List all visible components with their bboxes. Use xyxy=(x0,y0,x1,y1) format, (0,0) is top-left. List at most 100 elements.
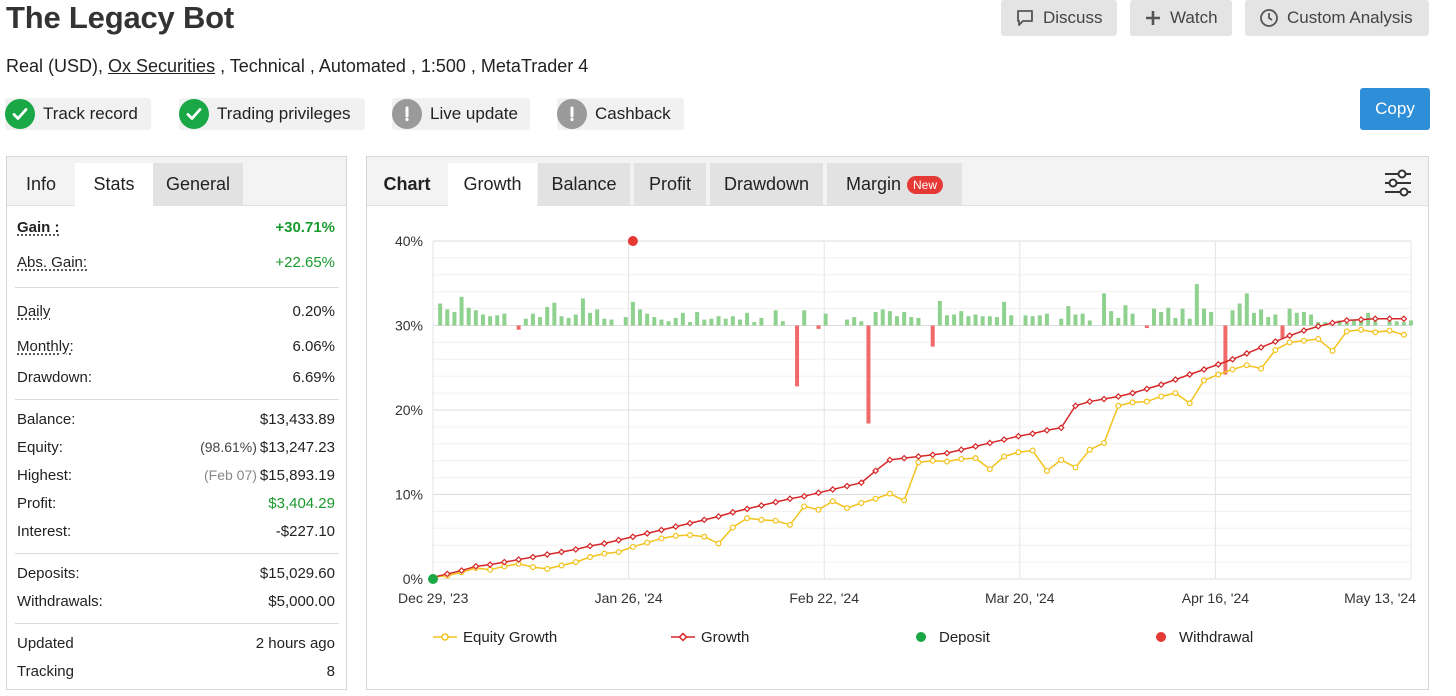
growth-point xyxy=(1100,395,1108,403)
stat-value: +30.71% xyxy=(275,218,335,236)
stat-label[interactable]: Abs. Gain: xyxy=(17,253,88,271)
divider xyxy=(15,399,339,400)
bar-positive xyxy=(723,318,728,326)
bar-positive xyxy=(1309,314,1314,326)
tab-info[interactable]: Info xyxy=(25,174,57,194)
equity-point xyxy=(587,554,594,561)
growth-point xyxy=(772,498,780,506)
stat-label[interactable]: Gain : xyxy=(17,218,60,236)
equity-point xyxy=(929,457,936,464)
bar-positive xyxy=(823,313,828,326)
growth-point xyxy=(472,562,480,570)
growth-point xyxy=(914,453,922,460)
growth-point xyxy=(1243,349,1251,357)
bar-positive xyxy=(1166,307,1171,326)
growth-point xyxy=(500,558,508,566)
bar-positive xyxy=(580,298,585,326)
equity-point xyxy=(672,532,679,539)
bar-positive xyxy=(1344,322,1349,326)
custom-analysis-button[interactable]: Custom Analysis xyxy=(1245,0,1429,36)
bar-positive xyxy=(1102,293,1107,326)
bar-positive xyxy=(1116,317,1121,326)
growth-chart[interactable]: Dec 29, '23 Jan 26, '24 Feb 22, '24 Mar 20,… xyxy=(367,207,1429,617)
growth-point xyxy=(986,439,994,447)
stat-label[interactable]: Daily xyxy=(17,302,51,320)
equity-point xyxy=(1300,337,1307,344)
bar-positive xyxy=(780,321,785,326)
bar-positive xyxy=(687,322,692,326)
equity-point xyxy=(558,562,565,569)
tab-drawdown[interactable]: Drawdown xyxy=(710,163,823,206)
bar-negative xyxy=(516,325,521,330)
bar-positive xyxy=(1230,310,1235,326)
stat-label: Withdrawals: xyxy=(17,592,103,610)
growth-point xyxy=(1029,430,1037,438)
stat-value: 8 xyxy=(326,662,335,680)
stat-label[interactable]: Monthly: xyxy=(17,337,74,355)
equity-point xyxy=(1315,336,1322,343)
bar-positive xyxy=(673,317,678,326)
stat-daily: Daily 0.20% xyxy=(17,299,335,323)
exclamation-icon xyxy=(392,99,422,129)
stat-label: Drawdown: xyxy=(17,368,93,386)
equity-point xyxy=(801,503,808,510)
stat-profit: Profit: $3,404.29 xyxy=(17,491,335,515)
legend-withdrawal[interactable]: Withdrawal xyxy=(1155,627,1253,647)
equity-point xyxy=(686,532,693,539)
equity-point xyxy=(972,455,979,462)
broker-link[interactable]: Ox Securities xyxy=(108,56,216,76)
bar-positive xyxy=(994,317,999,326)
growth-point xyxy=(1000,436,1008,444)
tab-profit[interactable]: Profit xyxy=(634,163,706,206)
growth-point xyxy=(1371,315,1379,323)
new-badge: New xyxy=(907,175,944,194)
tab-margin[interactable]: Margin New xyxy=(827,163,962,206)
bar-negative xyxy=(1144,325,1149,329)
legend-equity-growth[interactable]: Equity Growth xyxy=(433,627,557,647)
equity-point xyxy=(1258,365,1265,372)
stat-deposits: Deposits: $15,029.60 xyxy=(17,561,335,585)
growth-point xyxy=(1329,319,1336,327)
tab-stats[interactable]: Stats xyxy=(75,163,153,206)
tab-balance[interactable]: Balance xyxy=(538,163,630,206)
legend-deposit[interactable]: Deposit xyxy=(915,627,990,647)
x-tick-label: May 13, '24 xyxy=(1344,590,1416,606)
tab-growth[interactable]: Growth xyxy=(448,163,537,206)
page-title: The Legacy Bot xyxy=(6,0,235,35)
bar-positive xyxy=(659,319,664,326)
chart-settings-icon[interactable] xyxy=(1383,169,1413,197)
legend-growth[interactable]: Growth xyxy=(671,627,749,647)
watch-button[interactable]: Watch xyxy=(1130,0,1232,36)
bar-positive xyxy=(495,315,500,326)
divider xyxy=(15,553,339,554)
legend-line-icon xyxy=(433,633,457,641)
chart-panel: Chart Growth Balance Profit Drawdown Mar… xyxy=(366,156,1429,690)
tab-general[interactable]: General xyxy=(153,163,243,206)
growth-point xyxy=(1171,376,1179,384)
growth-point xyxy=(672,523,680,531)
discuss-button[interactable]: Discuss xyxy=(1001,0,1117,36)
equity-point xyxy=(601,550,608,557)
badge-label: Cashback xyxy=(595,104,671,123)
bar-negative xyxy=(1280,325,1285,339)
bar-positive xyxy=(452,311,457,326)
growth-point xyxy=(1229,355,1236,363)
bar-positive xyxy=(1359,321,1364,326)
stat-value: $15,893.19 xyxy=(259,466,335,484)
equity-point xyxy=(786,521,793,528)
bar-positive xyxy=(1337,320,1342,326)
growth-point xyxy=(929,451,937,459)
growth-point xyxy=(872,467,880,475)
bar-positive xyxy=(588,312,593,326)
bar-positive xyxy=(909,317,914,326)
stats-panel: Info Stats General Gain : +30.71% Abs. G… xyxy=(6,156,347,690)
bar-positive xyxy=(973,314,978,326)
copy-button[interactable]: Copy xyxy=(1360,88,1430,130)
bar-positive xyxy=(702,319,707,326)
bar-positive xyxy=(538,317,543,326)
bar-positive xyxy=(1030,316,1035,326)
growth-point xyxy=(1072,402,1079,410)
bar-positive xyxy=(980,316,985,326)
discuss-label: Discuss xyxy=(1043,8,1103,27)
bar-negative xyxy=(816,325,821,329)
